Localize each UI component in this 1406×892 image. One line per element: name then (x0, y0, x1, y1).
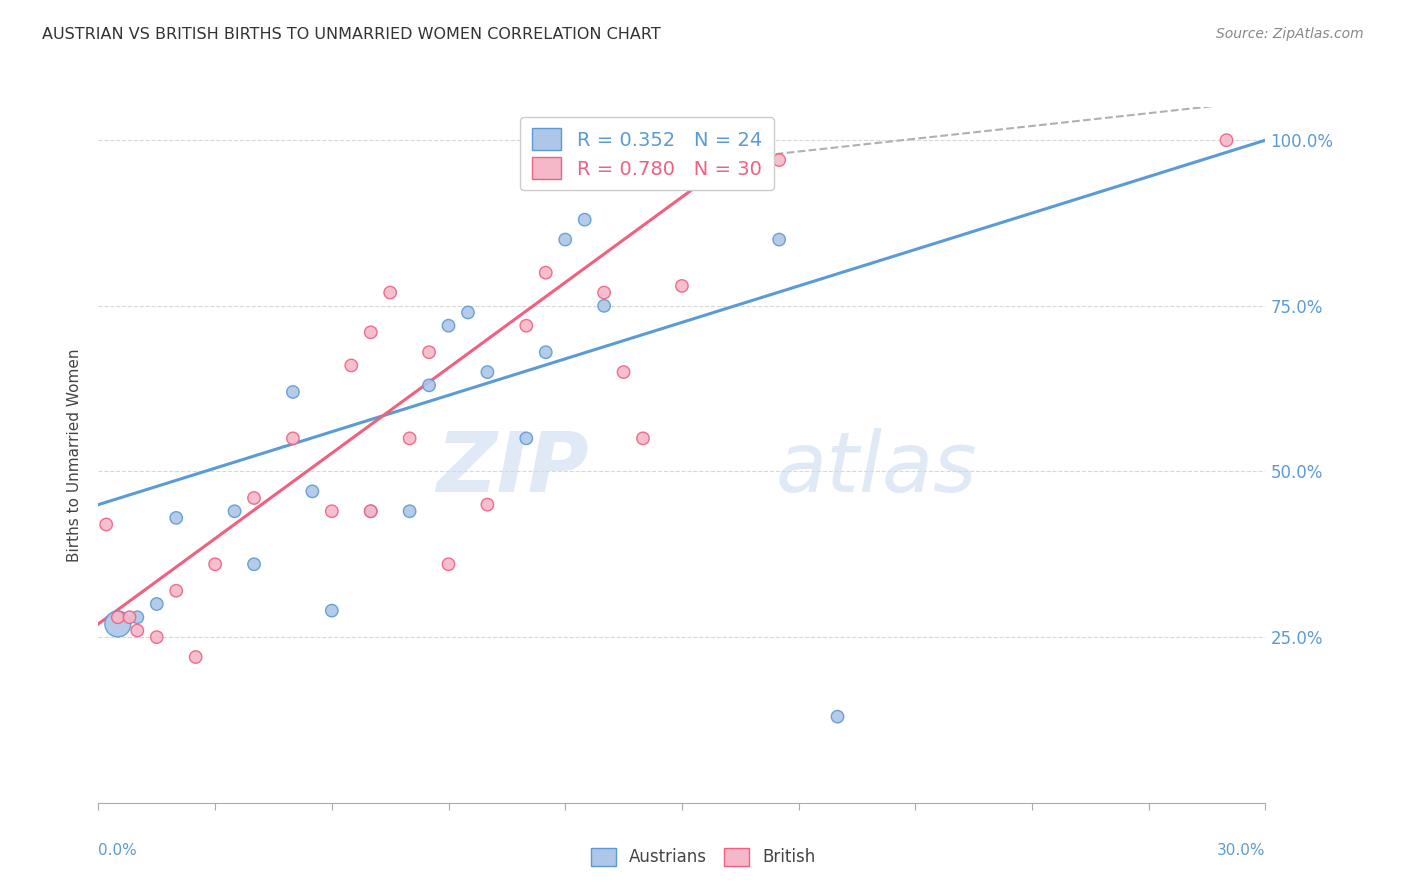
Point (321, 604, 343, 618)
Point (827, 709, 849, 723)
Point (631, 153, 654, 167)
Point (398, 504, 420, 518)
Point (593, 285, 616, 300)
Point (437, 318, 460, 333)
Point (593, 299, 616, 313)
Point (165, 583, 187, 598)
Point (418, 345, 440, 359)
Point (360, 504, 382, 518)
Point (96, 517, 118, 532)
Point (184, 650, 207, 665)
Point (710, 133, 733, 147)
Point (146, 597, 169, 611)
Point (360, 326, 382, 340)
Point (204, 558, 226, 572)
Text: ZIP: ZIP (436, 428, 589, 509)
Text: 30.0%: 30.0% (1218, 843, 1265, 858)
Point (398, 431, 420, 445)
Point (437, 558, 460, 572)
Point (690, 153, 713, 167)
Point (534, 266, 557, 280)
Text: 0.0%: 0.0% (98, 843, 138, 858)
Point (418, 378, 440, 392)
Point (118, 610, 141, 624)
Point (243, 558, 266, 572)
Point (301, 484, 323, 499)
Text: AUSTRIAN VS BRITISH BIRTHS TO UNMARRIED WOMEN CORRELATION CHART: AUSTRIAN VS BRITISH BIRTHS TO UNMARRIED … (42, 27, 661, 42)
Point (107, 610, 129, 624)
Point (127, 610, 149, 624)
Point (477, 365, 499, 379)
Text: Source: ZipAtlas.com: Source: ZipAtlas.com (1216, 27, 1364, 41)
Point (671, 279, 693, 293)
Point (515, 318, 537, 333)
Point (631, 431, 654, 445)
Point (534, 345, 557, 359)
Text: atlas: atlas (775, 428, 977, 509)
Legend: R = 0.352   N = 24, R = 0.780   N = 30: R = 0.352 N = 24, R = 0.780 N = 30 (520, 117, 773, 190)
Point (690, 153, 713, 167)
Point (281, 384, 304, 399)
Point (340, 359, 363, 373)
Point (107, 616, 129, 631)
Point (1215, 133, 1237, 147)
Point (515, 431, 537, 445)
Point (321, 504, 343, 518)
Point (281, 431, 304, 445)
Point (457, 305, 479, 319)
Legend: Austrians, British: Austrians, British (582, 839, 824, 875)
Point (378, 285, 402, 300)
Point (146, 630, 169, 644)
Point (360, 504, 382, 518)
Y-axis label: Births to Unmarried Women: Births to Unmarried Women (67, 348, 83, 562)
Point (224, 504, 246, 518)
Point (574, 212, 596, 227)
Point (768, 153, 790, 167)
Point (612, 365, 634, 379)
Point (768, 233, 790, 247)
Point (477, 498, 499, 512)
Point (748, 153, 770, 167)
Point (127, 624, 149, 638)
Point (165, 511, 187, 525)
Point (243, 491, 266, 505)
Point (554, 233, 576, 247)
